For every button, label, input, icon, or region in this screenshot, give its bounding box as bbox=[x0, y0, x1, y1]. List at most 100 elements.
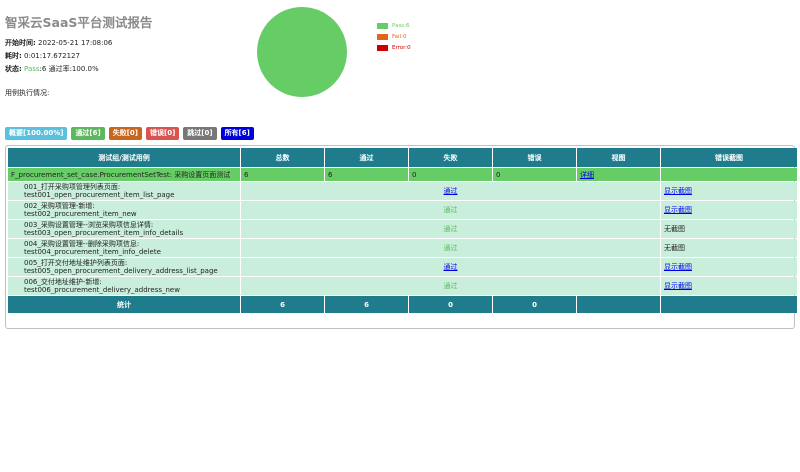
class-row: F_procurement_set_case.ProcurementSetTes… bbox=[8, 168, 797, 181]
legend-entry: Fail:0 bbox=[377, 31, 411, 42]
case-method: test006_procurement_delivery_address_new bbox=[24, 286, 180, 294]
column-header: 总数 bbox=[241, 148, 324, 167]
case-name: 003_采购设置管理--浏览采购项信息详情: test003_open_procu… bbox=[8, 220, 240, 238]
case-title: 004_采购设置管理--删除采购项信息: bbox=[24, 239, 140, 248]
case-result-link[interactable]: 通过 bbox=[443, 282, 458, 290]
status-label: 状态: bbox=[5, 65, 22, 73]
column-header: 通过 bbox=[325, 148, 408, 167]
case-title: 001_打开采购项管理列表页面: bbox=[24, 182, 121, 191]
class-total: 6 bbox=[241, 168, 324, 181]
case-row: 005_打开交付地址维护列表页面: test005_open_procuremen… bbox=[8, 258, 797, 276]
status-pass: Pass bbox=[21, 65, 40, 73]
legend-label: Fail:0 bbox=[392, 33, 407, 40]
filter-button[interactable]: 失败[0] bbox=[108, 127, 142, 140]
case-row: 001_打开采购项管理列表页面: test001_open_procurement… bbox=[8, 182, 797, 200]
case-method: test004_procurement_item_info_delete bbox=[24, 248, 161, 256]
column-header: 错误截图 bbox=[661, 148, 797, 167]
show-screenshot-link[interactable]: 显示截图 bbox=[664, 187, 692, 195]
class-pass: 6 bbox=[325, 168, 408, 181]
case-screenshot-cell: 显示截图 bbox=[661, 182, 797, 200]
class-view-cell: 详细 bbox=[577, 168, 660, 181]
case-name: 005_打开交付地址维护列表页面: test005_open_procuremen… bbox=[8, 258, 240, 276]
total-error: 0 bbox=[493, 296, 576, 313]
table-header-row: 测试组/测试用例 总数 通过 失败 错误 视图 错误截图 bbox=[8, 148, 797, 167]
class-name: F_procurement_set_case.ProcurementSetTes… bbox=[8, 168, 240, 181]
legend-swatch bbox=[377, 22, 388, 29]
start-time: 开始时间: 2022-05-21 17:08:06 bbox=[5, 38, 112, 48]
case-result-link[interactable]: 通过 bbox=[443, 225, 458, 233]
total-pass: 6 bbox=[325, 296, 408, 313]
case-screenshot-cell: 显示截图 bbox=[661, 258, 797, 276]
legend-entry: Error:0 bbox=[377, 42, 411, 53]
detail-link[interactable]: 详细 bbox=[580, 170, 594, 179]
no-screenshot-text: 无截图 bbox=[664, 225, 685, 233]
show-screenshot-link[interactable]: 显示截图 bbox=[664, 282, 692, 290]
case-result-link[interactable]: 通过 bbox=[443, 187, 458, 195]
case-screenshot-cell: 显示截图 bbox=[661, 201, 797, 219]
legend-label: Error:0 bbox=[392, 44, 411, 51]
case-row: 002_采购项管理-新增: test002_procurement_item_ne… bbox=[8, 201, 797, 219]
status: 状态: Pass:6 通过率:100.0% bbox=[5, 64, 99, 74]
case-result-link[interactable]: 通过 bbox=[443, 206, 458, 214]
total-view bbox=[577, 296, 660, 313]
case-name: 004_采购设置管理--删除采购项信息: test004_procurement_… bbox=[8, 239, 240, 257]
case-name: 001_打开采购项管理列表页面: test001_open_procurement… bbox=[8, 182, 240, 200]
legend-label: Pass:6 bbox=[392, 22, 410, 29]
filter-button[interactable]: 所有[6] bbox=[220, 127, 254, 140]
class-fail: 0 bbox=[409, 168, 492, 181]
show-screenshot-link[interactable]: 显示截图 bbox=[664, 263, 692, 271]
case-screenshot-cell: 无截图 bbox=[661, 239, 797, 257]
filter-bar: 概要[100.00%] 通过[6] 失败[0] 错误[0] 跳过[0] 所有[6] bbox=[5, 127, 254, 140]
class-screenshot bbox=[661, 168, 797, 181]
legend-swatch bbox=[377, 33, 388, 40]
total-label: 统计 bbox=[8, 296, 240, 313]
filter-button[interactable]: 概要[100.00%] bbox=[5, 127, 68, 140]
filter-button[interactable]: 通过[6] bbox=[71, 127, 105, 140]
pie-slice-pass bbox=[257, 7, 347, 97]
case-method: test003_open_procurement_item_info_detai… bbox=[24, 229, 184, 237]
total-count: 6 bbox=[241, 296, 324, 313]
case-screenshot-cell: 无截图 bbox=[661, 220, 797, 238]
total-row: 统计 6 6 0 0 bbox=[8, 296, 797, 313]
class-error: 0 bbox=[493, 168, 576, 181]
status-rest: :6 通过率:100.0% bbox=[39, 65, 99, 73]
show-screenshot-link[interactable]: 显示截图 bbox=[664, 206, 692, 214]
filter-button[interactable]: 错误[0] bbox=[146, 127, 180, 140]
case-result-link[interactable]: 通过 bbox=[443, 263, 458, 271]
case-result-cell: 通过 bbox=[241, 220, 660, 238]
case-result-cell: 通过 bbox=[241, 182, 660, 200]
column-header: 视图 bbox=[577, 148, 660, 167]
result-table: 测试组/测试用例 总数 通过 失败 错误 视图 错误截图 F_procurement_set… bbox=[7, 147, 798, 314]
column-header: 测试组/测试用例 bbox=[8, 148, 240, 167]
case-row: 003_采购设置管理--浏览采购项信息详情: test003_open_procu… bbox=[8, 220, 797, 238]
case-result-link[interactable]: 通过 bbox=[443, 244, 458, 252]
result-table-container: 测试组/测试用例 总数 通过 失败 错误 视图 错误截图 F_procurement_set… bbox=[5, 145, 798, 329]
case-title: 002_采购项管理-新增: bbox=[24, 201, 95, 210]
case-result-cell: 通过 bbox=[241, 239, 660, 257]
case-result-cell: 通过 bbox=[241, 201, 660, 219]
total-screenshot bbox=[661, 296, 797, 313]
chart-legend: Pass:6 Fail:0 Error:0 bbox=[377, 20, 411, 53]
total-fail: 0 bbox=[409, 296, 492, 313]
no-screenshot-text: 无截图 bbox=[664, 244, 685, 252]
case-title: 006_交付地址维护-新增: bbox=[24, 277, 102, 286]
case-title: 003_采购设置管理--浏览采购项信息详情: bbox=[24, 220, 154, 229]
case-name: 002_采购项管理-新增: test002_procurement_item_ne… bbox=[8, 201, 240, 219]
case-result-cell: 通过 bbox=[241, 258, 660, 276]
start-time-value: 2022-05-21 17:08:06 bbox=[35, 39, 113, 47]
case-title: 005_打开交付地址维护列表页面: bbox=[24, 258, 128, 267]
case-method: test005_open_procurement_delivery_addres… bbox=[24, 267, 218, 275]
result-pie-chart bbox=[257, 7, 347, 97]
case-result-cell: 通过 bbox=[241, 277, 660, 295]
case-row: 004_采购设置管理--删除采购项信息: test004_procurement_… bbox=[8, 239, 797, 257]
duration: 耗时: 0:01:17.672127 bbox=[5, 51, 80, 61]
case-method: test002_procurement_item_new bbox=[24, 210, 137, 218]
filter-button[interactable]: 跳过[0] bbox=[183, 127, 217, 140]
legend-entry: Pass:6 bbox=[377, 20, 411, 31]
case-name: 006_交付地址维护-新增: test006_procurement_delive… bbox=[8, 277, 240, 295]
case-method: test001_open_procurement_item_list_page bbox=[24, 191, 175, 199]
report-title: 智采云SaaS平台测试报告 bbox=[5, 15, 153, 30]
case-row: 006_交付地址维护-新增: test006_procurement_delive… bbox=[8, 277, 797, 295]
duration-value: 0:01:17.672127 bbox=[21, 52, 80, 60]
start-time-label: 开始时间: bbox=[5, 39, 36, 47]
